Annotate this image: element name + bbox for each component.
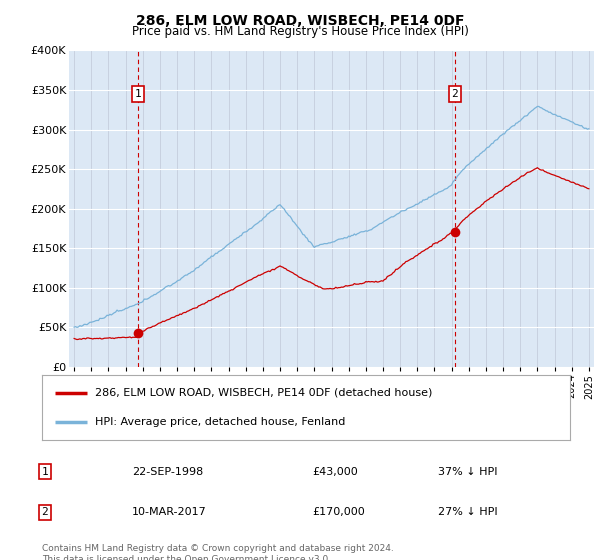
Text: £43,000: £43,000 bbox=[312, 466, 358, 477]
Text: 1: 1 bbox=[41, 466, 49, 477]
Text: Contains HM Land Registry data © Crown copyright and database right 2024.
This d: Contains HM Land Registry data © Crown c… bbox=[42, 544, 394, 560]
Text: Price paid vs. HM Land Registry's House Price Index (HPI): Price paid vs. HM Land Registry's House … bbox=[131, 25, 469, 38]
Text: 2: 2 bbox=[41, 507, 49, 517]
Text: 22-SEP-1998: 22-SEP-1998 bbox=[132, 466, 203, 477]
Text: 37% ↓ HPI: 37% ↓ HPI bbox=[438, 466, 497, 477]
Text: 1: 1 bbox=[134, 89, 142, 99]
Text: 286, ELM LOW ROAD, WISBECH, PE14 0DF: 286, ELM LOW ROAD, WISBECH, PE14 0DF bbox=[136, 14, 464, 28]
Text: 286, ELM LOW ROAD, WISBECH, PE14 0DF (detached house): 286, ELM LOW ROAD, WISBECH, PE14 0DF (de… bbox=[95, 388, 432, 398]
Text: 2: 2 bbox=[451, 89, 458, 99]
Text: HPI: Average price, detached house, Fenland: HPI: Average price, detached house, Fenl… bbox=[95, 417, 345, 427]
Text: 27% ↓ HPI: 27% ↓ HPI bbox=[438, 507, 497, 517]
Text: 10-MAR-2017: 10-MAR-2017 bbox=[132, 507, 207, 517]
Text: £170,000: £170,000 bbox=[312, 507, 365, 517]
